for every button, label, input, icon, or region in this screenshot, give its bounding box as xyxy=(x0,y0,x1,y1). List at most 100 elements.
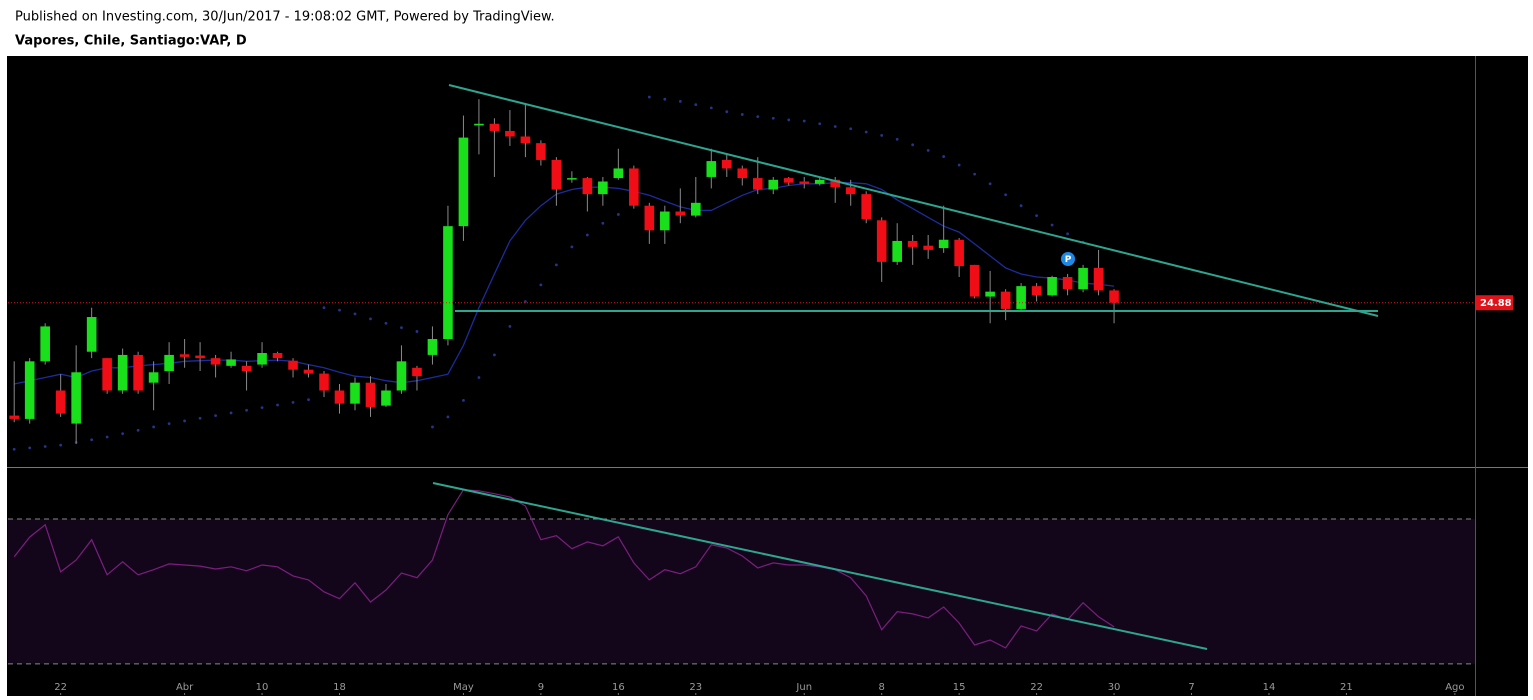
candle-body xyxy=(9,415,19,419)
candle-body xyxy=(1062,276,1073,290)
sar-dot xyxy=(895,137,899,141)
sar-dot xyxy=(415,330,419,333)
sar-dot xyxy=(570,245,574,249)
sar-dot xyxy=(1019,204,1023,208)
candle-body xyxy=(567,178,577,180)
candle-body xyxy=(86,317,97,352)
candle-body xyxy=(923,245,933,250)
sar-dot xyxy=(725,110,729,114)
sar-dot xyxy=(245,408,248,412)
sar-dot xyxy=(802,119,806,123)
sar-dot xyxy=(167,422,171,425)
sar-dot xyxy=(28,446,32,450)
candle-body xyxy=(845,187,856,195)
candle-body xyxy=(489,123,500,131)
sar-dot xyxy=(787,118,791,122)
candle-body xyxy=(660,211,670,231)
candle-body xyxy=(55,390,66,414)
sar-dot xyxy=(260,406,264,410)
x-tick-label: May xyxy=(453,682,474,693)
event-marker[interactable] xyxy=(1061,252,1075,266)
x-tick-label: 22 xyxy=(54,682,67,693)
candle-body xyxy=(1016,286,1026,309)
candle-body xyxy=(644,205,655,231)
candle-body xyxy=(505,130,515,137)
candle-body xyxy=(520,136,531,144)
candle-body xyxy=(675,211,686,216)
sar-dot xyxy=(90,438,94,442)
x-tick-label: 16 xyxy=(612,682,625,693)
x-tick-label: 7 xyxy=(1188,682,1194,693)
sar-dot xyxy=(183,419,186,423)
candle-body xyxy=(319,373,329,391)
sar-dot xyxy=(1066,232,1069,236)
sar-dot xyxy=(462,398,465,402)
sar-dot xyxy=(942,155,946,158)
candle-body xyxy=(907,240,918,247)
x-tick-label: 8 xyxy=(879,682,885,693)
candle-body xyxy=(133,354,143,391)
candle-body xyxy=(148,372,159,383)
candle-body xyxy=(195,355,205,359)
x-tick-label: Abr xyxy=(176,682,194,693)
sar-dot xyxy=(524,300,527,303)
rsi-band xyxy=(8,519,1475,664)
sar-dot xyxy=(973,172,977,176)
candle-body xyxy=(690,202,701,216)
x-tick-label: 9 xyxy=(538,682,544,693)
sar-dot xyxy=(601,221,605,225)
sar-dot xyxy=(338,308,341,312)
candle-body xyxy=(1078,267,1088,290)
sar-dot xyxy=(1004,193,1008,197)
candle-body xyxy=(737,168,748,179)
candle-body xyxy=(303,369,314,374)
sar-dot xyxy=(988,182,992,186)
candle-body xyxy=(721,159,732,169)
sar-dot xyxy=(353,312,357,316)
x-tick-label: 23 xyxy=(689,682,702,693)
candle-body xyxy=(938,239,949,249)
sar-dot xyxy=(369,317,372,321)
candle-body xyxy=(40,326,50,362)
moving-average xyxy=(14,182,1115,385)
candle-body xyxy=(1000,291,1011,309)
x-tick-label: 14 xyxy=(1263,682,1276,693)
sar-dot xyxy=(911,143,915,147)
sar-dot xyxy=(136,428,140,432)
sar-dot xyxy=(276,403,279,407)
candle-body xyxy=(1047,276,1057,296)
sar-dot xyxy=(214,414,217,417)
candle-body xyxy=(474,123,484,126)
trendlines xyxy=(432,84,1379,650)
published-note: Published on Investing.com, 30/Jun/2017 … xyxy=(15,10,555,25)
candle-body xyxy=(272,353,283,359)
sar-dot xyxy=(663,97,667,101)
sar-dot xyxy=(864,130,868,134)
candle-body xyxy=(381,390,391,406)
sar-dot xyxy=(152,425,156,429)
sar-dot xyxy=(740,113,744,116)
x-tick-label: 10 xyxy=(256,682,269,693)
candle-body xyxy=(334,390,345,404)
sar-dot xyxy=(121,432,125,436)
event-marker-label[interactable]: P xyxy=(1065,255,1072,265)
trendline xyxy=(448,84,1379,317)
sar-dot xyxy=(198,416,202,420)
sar-dot xyxy=(446,415,450,419)
candle-body xyxy=(164,354,174,372)
sar-dot xyxy=(322,306,326,310)
candle-body xyxy=(117,354,128,391)
candle-body xyxy=(257,353,267,365)
candle-body xyxy=(288,360,298,370)
candle-body xyxy=(629,168,639,206)
candle-body xyxy=(1031,286,1042,296)
candle-body xyxy=(396,361,407,391)
sar-dot xyxy=(818,122,822,126)
sar-dot xyxy=(431,425,434,429)
candle-body xyxy=(551,159,562,190)
last-price-box xyxy=(1476,295,1513,311)
sar-dot xyxy=(105,435,109,439)
candle-body xyxy=(71,372,81,424)
sar-dot xyxy=(849,127,853,131)
